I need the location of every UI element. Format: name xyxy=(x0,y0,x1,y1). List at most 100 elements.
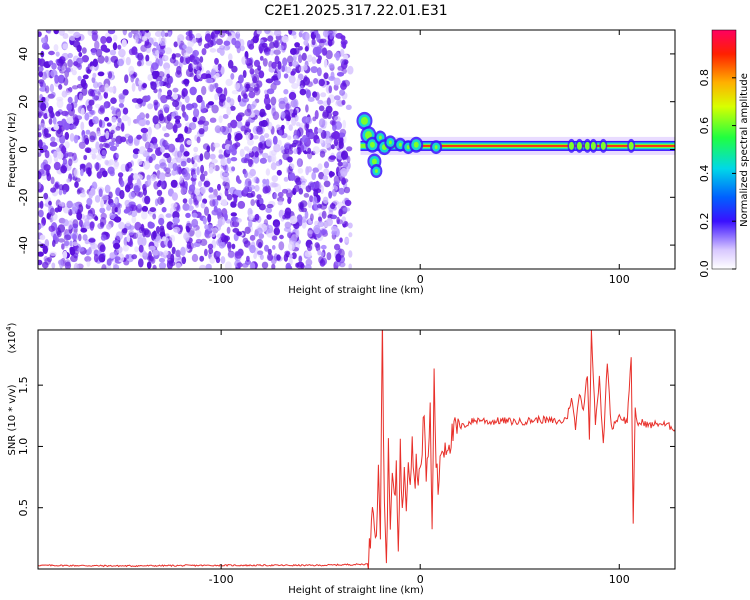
noise-speck xyxy=(200,202,206,209)
noise-speck xyxy=(256,126,264,135)
noise-speck xyxy=(76,211,83,221)
noise-speck xyxy=(38,251,44,257)
noise-speck xyxy=(243,158,250,164)
noise-speck xyxy=(124,74,129,84)
noise-speck xyxy=(100,44,108,52)
y-tick-label: -40 xyxy=(17,236,30,254)
noise-speck xyxy=(283,253,289,262)
noise-speck xyxy=(104,159,109,166)
noise-speck xyxy=(136,134,143,140)
noise-speck xyxy=(245,131,251,141)
noise-speck xyxy=(78,52,83,57)
noise-speck xyxy=(258,203,266,211)
noise-speck xyxy=(239,148,245,158)
noise-speck xyxy=(183,52,190,58)
noise-speck xyxy=(205,73,212,80)
noise-speck xyxy=(48,200,52,206)
noise-speck xyxy=(325,137,332,145)
noise-speck xyxy=(172,100,180,108)
noise-speck xyxy=(41,37,47,44)
noise-speck xyxy=(121,114,129,122)
noise-speck xyxy=(221,171,230,178)
noise-speck xyxy=(65,90,71,95)
noise-speck xyxy=(225,261,232,269)
noise-speck xyxy=(192,243,197,249)
noise-speck xyxy=(311,56,317,65)
noise-speck xyxy=(332,123,337,132)
noise-speck xyxy=(53,30,60,35)
noise-speck xyxy=(62,250,68,259)
noise-speck xyxy=(84,112,90,121)
noise-speck xyxy=(316,137,320,144)
noise-speck xyxy=(183,232,191,241)
x-tick-label: 0 xyxy=(417,273,424,286)
noise-speck xyxy=(248,43,255,50)
noise-speck xyxy=(218,93,226,103)
noise-speck xyxy=(203,43,210,49)
noise-speck xyxy=(125,56,131,66)
noise-speck xyxy=(258,142,263,148)
noise-speck xyxy=(266,224,274,234)
noise-speck xyxy=(304,264,312,269)
noise-speck xyxy=(78,141,86,149)
noise-speck xyxy=(104,116,110,122)
noise-speck xyxy=(38,181,42,190)
noise-speck xyxy=(340,167,348,177)
snr-x-label: Height of straight line (km) xyxy=(288,585,424,596)
noise-speck xyxy=(163,250,169,256)
noise-speck xyxy=(94,216,99,221)
noise-speck xyxy=(296,121,301,127)
noise-speck xyxy=(43,113,49,120)
noise-speck xyxy=(283,89,289,95)
noise-speck xyxy=(144,195,151,205)
noise-speck xyxy=(254,151,259,158)
noise-speck xyxy=(258,241,263,249)
noise-speck xyxy=(77,204,84,214)
noise-speck xyxy=(208,194,216,199)
noise-speck xyxy=(223,45,231,51)
noise-speck xyxy=(288,91,297,101)
noise-speck xyxy=(188,184,196,192)
noise-speck xyxy=(160,145,166,153)
noise-speck xyxy=(192,153,199,162)
noise-speck xyxy=(260,112,264,118)
noise-speck xyxy=(207,243,214,250)
noise-speck xyxy=(69,246,74,252)
noise-speck xyxy=(256,227,263,235)
noise-speck xyxy=(330,203,336,210)
noise-speck xyxy=(234,189,242,196)
noise-speck xyxy=(73,262,79,269)
snr-exponent-close: ) xyxy=(7,322,18,326)
noise-speck xyxy=(319,38,327,43)
noise-speck xyxy=(115,108,122,118)
noise-speck xyxy=(320,251,325,257)
noise-speck xyxy=(325,50,333,60)
transition-blob-peak xyxy=(434,145,438,150)
noise-speck xyxy=(100,36,107,44)
noise-speck xyxy=(55,147,61,153)
noise-speck xyxy=(204,33,212,43)
noise-speck xyxy=(307,229,314,235)
noise-speck xyxy=(328,85,333,94)
noise-speck xyxy=(241,56,247,65)
noise-speck xyxy=(106,122,112,127)
noise-speck xyxy=(91,48,97,56)
noise-speck xyxy=(122,30,127,36)
noise-speck xyxy=(236,218,242,223)
noise-speck xyxy=(327,30,336,37)
noise-speck xyxy=(91,76,96,84)
noise-speck xyxy=(248,214,254,221)
noise-speck xyxy=(80,227,88,233)
noise-speck xyxy=(61,65,66,72)
noise-speck xyxy=(185,56,191,64)
noise-speck xyxy=(158,217,165,226)
noise-speck xyxy=(195,229,202,238)
noise-speck xyxy=(162,236,167,242)
noise-speck xyxy=(199,153,204,162)
noise-speck xyxy=(328,155,337,160)
noise-speck xyxy=(293,184,300,193)
noise-speck xyxy=(148,245,156,251)
noise-speck xyxy=(48,60,54,65)
noise-speck xyxy=(186,241,192,249)
noise-speck xyxy=(289,144,293,151)
